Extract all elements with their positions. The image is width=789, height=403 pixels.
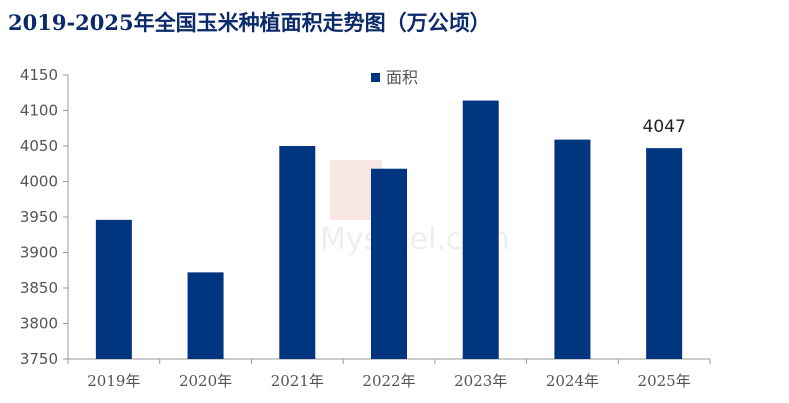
y-tick-label: 3850 bbox=[20, 279, 58, 297]
bar-2022年 bbox=[371, 168, 407, 359]
legend-label: 面积 bbox=[386, 68, 418, 87]
legend-swatch bbox=[371, 73, 380, 82]
bar-2023年 bbox=[462, 100, 499, 359]
y-tick-label: 3950 bbox=[20, 208, 58, 226]
y-tick-label: 3800 bbox=[20, 315, 58, 333]
bar-2025年 bbox=[646, 148, 683, 359]
x-tick-label: 2019年 bbox=[87, 372, 140, 390]
x-tick-label: 2025年 bbox=[638, 372, 691, 390]
chart-title: 2019-2025年全国玉米种植面积走势图（万公顷） bbox=[8, 10, 491, 35]
bar-2024年 bbox=[554, 139, 591, 359]
y-tick-label: 4050 bbox=[20, 137, 58, 155]
bar-2020年 bbox=[187, 272, 224, 359]
x-tick-label: 2022年 bbox=[362, 372, 415, 390]
y-tick-label: 4100 bbox=[20, 102, 58, 120]
data-label: 4047 bbox=[643, 117, 686, 137]
y-tick-label: 3750 bbox=[20, 350, 58, 368]
y-tick-label: 4150 bbox=[20, 66, 58, 84]
y-tick-label: 4000 bbox=[20, 173, 58, 191]
x-tick-label: 2020年 bbox=[179, 372, 232, 390]
y-tick-label: 3900 bbox=[20, 244, 58, 262]
x-tick-label: 2023年 bbox=[454, 372, 507, 390]
bar-2019年 bbox=[95, 219, 132, 359]
bar-2021年 bbox=[279, 146, 316, 359]
x-tick-label: 2021年 bbox=[271, 372, 324, 390]
x-tick-label: 2024年 bbox=[546, 372, 599, 390]
